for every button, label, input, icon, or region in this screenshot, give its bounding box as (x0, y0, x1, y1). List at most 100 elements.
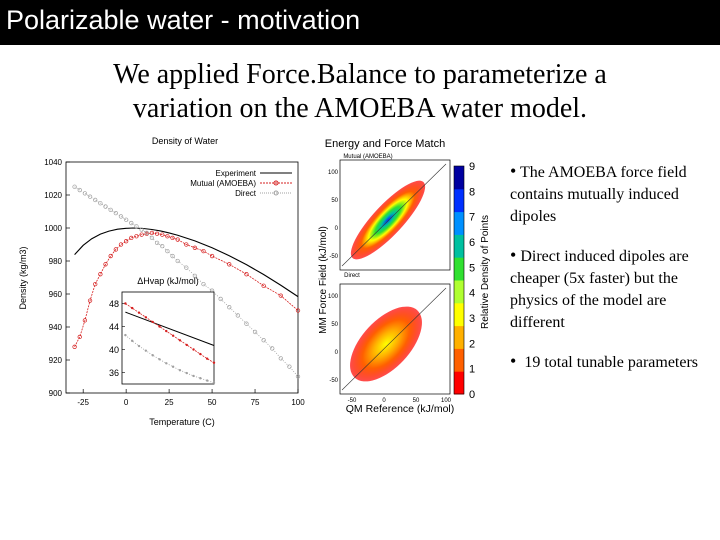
density-data-point (149, 235, 155, 241)
colorbar-tick-label: 1 (469, 364, 475, 376)
inset-data-point (178, 339, 182, 342)
inset-data-point (137, 344, 141, 348)
inset-data-point (171, 334, 175, 337)
bullet-marker: • (510, 161, 517, 181)
density-data-point (93, 197, 98, 203)
density-x-tick-label: 50 (208, 398, 217, 407)
energy-ylabel: MM Force Field (kJ/mol) (318, 226, 329, 334)
bullet-item: • Direct induced dipoles are cheaper (5x… (510, 244, 715, 334)
inset-y-tick-label: 48 (109, 299, 119, 309)
colorbar-segment (454, 348, 464, 372)
colorbar-segment (454, 280, 464, 304)
density-data-point (278, 293, 283, 298)
colorbar-tick-label: 0 (469, 389, 475, 401)
energy-y-tick-label-bottom: 0 (335, 350, 339, 356)
density-data-point (184, 265, 189, 270)
density-data-point (244, 321, 249, 326)
density-data-point (108, 207, 113, 212)
inset-data-point (212, 361, 216, 364)
energy-x-tick-label: -50 (348, 398, 357, 404)
colorbar-tick-label: 4 (469, 288, 475, 300)
density-data-point (72, 344, 77, 349)
inset-data-point (185, 343, 188, 347)
density-x-tick-label: 100 (291, 398, 305, 407)
density-data-point (118, 214, 124, 219)
colorbar-segment (454, 188, 464, 213)
title-bar: Polarizable water - motivation (0, 0, 720, 45)
density-y-tick-label: 900 (49, 389, 63, 398)
density-data-point (139, 227, 144, 232)
density-data-point (261, 283, 266, 288)
density-xlabel: Temperature (C) (149, 417, 215, 427)
parity-line-top (341, 163, 447, 267)
density-data-point (108, 253, 113, 259)
legend-label-experiment: Experiment (216, 169, 257, 178)
density-data-point (218, 296, 223, 302)
density-data-point (235, 313, 241, 318)
density-data-point (134, 224, 139, 229)
colorbar-tick-label: 7 (469, 212, 475, 224)
density-data-point (98, 272, 103, 277)
colorbar: 0 1 2 3 4 5 6 7 8 9 (453, 161, 475, 401)
bullet-text-direct: Direct induced dipoles are cheaper (5x f… (510, 248, 689, 331)
inset-data-point (185, 371, 188, 375)
density-y-tick-label: 1020 (44, 191, 62, 200)
inset-data-point (137, 311, 141, 314)
inset-data-point (178, 369, 182, 372)
inset-data-point (158, 325, 161, 328)
inset-y-tick-label: 36 (109, 368, 119, 378)
density-data-point (103, 204, 108, 209)
energy-x-tick-label: 100 (441, 398, 452, 404)
panel-label-direct: Direct (344, 273, 360, 279)
density-data-point (77, 334, 82, 340)
density-legend: Experiment Mutual (AMOEBA) Direct (190, 169, 292, 198)
density-chart-title: Density of Water (152, 136, 218, 146)
density-data-point (244, 272, 249, 277)
density-data-point (113, 247, 118, 252)
density-x-tick-label: 0 (124, 398, 129, 407)
slide-title: Polarizable water - motivation (6, 5, 361, 35)
density-data-point (134, 234, 139, 239)
density-data-point (87, 194, 93, 199)
density-data-point (184, 242, 189, 247)
inset-data-point (151, 320, 154, 324)
inset-data-point (212, 381, 216, 385)
density-data-point (295, 308, 301, 313)
inset-data-point (205, 379, 209, 382)
density-data-point (192, 273, 198, 279)
colorbar-tick-label: 8 (469, 186, 475, 198)
inset-series-line (125, 311, 215, 346)
density-data-point (201, 281, 206, 287)
legend-label-direct: Direct (235, 189, 257, 198)
density-y-tick-label: 940 (49, 323, 63, 332)
inset-data-point (192, 348, 195, 351)
colorbar-segment (454, 302, 464, 327)
density-ylabel: Density (kg/m3) (18, 246, 28, 309)
inset-title: ΔHvap (kJ/mol) (137, 276, 199, 286)
density-data-point (103, 262, 108, 267)
inset-data-point (124, 302, 127, 305)
density-blob-mutual (350, 180, 426, 260)
density-data-point (144, 230, 149, 236)
energy-y-tick-label-top: 0 (335, 226, 339, 232)
density-y-tick-label: 980 (49, 257, 63, 266)
density-data-point (170, 235, 175, 241)
subtitle-line-1: We applied Force.Balance to parameterize… (113, 59, 607, 90)
density-data-point (118, 242, 124, 247)
density-data-point (278, 356, 283, 361)
inset-data-point (192, 374, 195, 378)
density-data-point (175, 258, 180, 264)
colorbar-tick-label: 9 (469, 161, 475, 173)
energy-x-tick-label: 0 (382, 398, 386, 404)
density-data-point (98, 201, 103, 206)
density-data-point (87, 298, 93, 303)
density-data-point (139, 232, 144, 237)
colorbar-tick-label: 2 (469, 338, 475, 350)
density-data-point (192, 245, 198, 250)
bullet-text-parameters: 19 total tunable parameters (524, 354, 699, 371)
density-data-point (160, 232, 165, 237)
density-blob-direct (350, 306, 422, 382)
inset-frame (121, 291, 215, 385)
colorbar-segment (454, 166, 464, 190)
colorbar-segment (454, 325, 464, 349)
